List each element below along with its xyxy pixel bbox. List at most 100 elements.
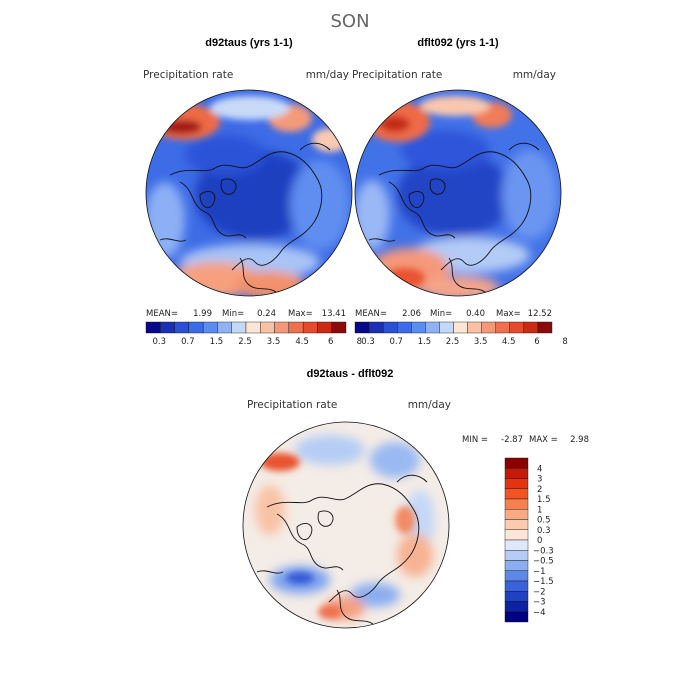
colorbar-swatch: [288, 321, 304, 334]
colorbar-tick-label: −2: [533, 587, 546, 597]
colorbar-swatch: [504, 519, 529, 530]
colorbar-swatch: [354, 321, 370, 334]
colorbar-swatch: [368, 321, 384, 334]
figure-title: SON: [330, 11, 369, 32]
colorbar-tick-label: 3.5: [474, 337, 488, 347]
colorbar-swatch: [397, 321, 412, 334]
panel-1-max-value: 13.41: [322, 309, 346, 319]
colorbar-tick-label: 8: [562, 337, 567, 347]
panel-1-light-west: [146, 182, 185, 258]
panel-2-mean-value: 2.06: [402, 309, 421, 319]
colorbar-swatch: [509, 321, 525, 334]
colorbar-tick-label: −1: [533, 567, 546, 577]
colorbar-swatch: [425, 321, 440, 334]
panel-3-title: d92taus - dflt092: [307, 368, 394, 380]
panel-3-hot-e: [395, 506, 415, 534]
colorbar-swatch: [537, 321, 553, 334]
colorbar-tick-label: −1.5: [533, 577, 554, 587]
panel-3-blue-n: [295, 435, 365, 465]
colorbar-swatch: [504, 570, 529, 582]
colorbar-tick-label: 0.7: [181, 337, 195, 347]
colorbar-tick-label: 6: [534, 337, 539, 347]
panel-3-map: [243, 422, 449, 628]
panel-1-coastlines: [159, 142, 331, 293]
colorbar-swatch: [160, 321, 175, 334]
colorbar-swatch: [302, 321, 318, 334]
colorbar-swatch: [188, 321, 204, 334]
colorbar-swatch: [504, 488, 529, 500]
panel-1-pale-n: [210, 96, 290, 120]
panel-2-title: dflt092 (yrs 1-1): [417, 37, 499, 49]
panel-2-colorbar: 0.3 0.7 1.5 2.5 3.5 4.5 6 8: [354, 321, 568, 347]
panel-1-core-nw: [162, 120, 202, 134]
panel-2-min-value: 0.40: [466, 309, 485, 319]
panel-1-mean-value: 1.99: [193, 309, 212, 319]
colorbar-tick-label: 0.3: [153, 337, 167, 347]
panel-3-hot-s: [318, 605, 342, 619]
colorbar-swatch: [274, 321, 290, 334]
panel-2-field-label: Precipitation rate: [352, 69, 442, 81]
panel-3-field-label: Precipitation rate: [247, 399, 337, 411]
colorbar-tick-label: 4.5: [502, 337, 516, 347]
panel-2-warm-s: [420, 276, 500, 296]
panel-1-mean-label: MEAN=: [146, 309, 178, 319]
colorbar-tick-label: 6: [328, 337, 333, 347]
colorbar-swatch: [504, 478, 529, 489]
panel-2-mean-label: MEAN=: [355, 309, 387, 319]
panel-2-max-label: Max=: [496, 309, 521, 319]
panel-3-units: mm/day: [408, 399, 451, 411]
colorbar-swatch: [202, 321, 218, 334]
colorbar-swatch: [504, 611, 529, 623]
colorbar-swatch: [523, 321, 539, 334]
panel-1-map: [146, 90, 352, 296]
panel-2-coastlines: [368, 142, 540, 293]
panel-3-blue-ne: [370, 442, 420, 478]
panel-2-mid-east: [502, 150, 558, 240]
panel-1-pale-ne: [312, 128, 348, 152]
panel-2-pale-n: [420, 96, 490, 116]
colorbar-tick-label: 1.5: [210, 337, 224, 347]
colorbar-tick-label: 0.5: [537, 516, 551, 526]
panel-2-core-nw: [380, 116, 410, 132]
panel-1-colorbar: 0.3 0.7 1.5 2.5 3.5 4.5 6 8: [145, 321, 362, 347]
colorbar-swatch: [217, 321, 232, 334]
colorbar-tick-label: 0.3: [361, 337, 375, 347]
panel-1-min-value: 0.24: [257, 309, 276, 319]
colorbar-swatch: [504, 560, 529, 571]
colorbar-swatch: [504, 457, 529, 469]
panel-3-deep-blue: [286, 572, 314, 584]
panel-2-map-border: [354, 89, 562, 297]
panel-d92taus: d92taus (yrs 1-1) Precipitation rate mm/…: [143, 37, 362, 347]
colorbar-swatch: [467, 321, 482, 334]
colorbar-swatch: [331, 321, 347, 334]
colorbar-swatch: [260, 321, 275, 334]
panel-3-blue-s: [350, 583, 400, 607]
panel-2-units: mm/day: [513, 69, 556, 81]
panel-1-max-label: Max=: [288, 309, 313, 319]
colorbar-tick-label: 1: [537, 505, 542, 515]
colorbar-swatch: [504, 580, 529, 592]
panel-3-warm-e: [397, 533, 433, 577]
colorbar-tick-label: 3: [537, 475, 542, 485]
colorbar-tick-label: 1.5: [537, 495, 551, 505]
colorbar-swatch: [317, 321, 332, 334]
panel-1-min-label: Min=: [222, 309, 244, 319]
colorbar-swatch: [174, 321, 190, 334]
colorbar-tick-label: 1.5: [418, 337, 432, 347]
colorbar-tick-label: −0.5: [533, 557, 554, 567]
colorbar-swatch: [504, 550, 529, 561]
colorbar-tick-label: 0: [537, 536, 542, 546]
colorbar-tick-label: 2.5: [446, 337, 460, 347]
colorbar-swatch: [245, 321, 261, 334]
colorbar-swatch: [504, 468, 529, 479]
colorbar-swatch: [145, 321, 161, 334]
panel-1-low-north: [185, 135, 265, 175]
colorbar-swatch: [439, 321, 454, 334]
colorbar-swatch: [504, 591, 529, 602]
colorbar-swatch: [504, 529, 529, 541]
panel-3-warm-w: [255, 485, 285, 535]
colorbar-tick-label: 0.3: [537, 526, 551, 536]
colorbar-swatch: [504, 509, 529, 520]
colorbar-tick-label: 2.5: [238, 337, 252, 347]
